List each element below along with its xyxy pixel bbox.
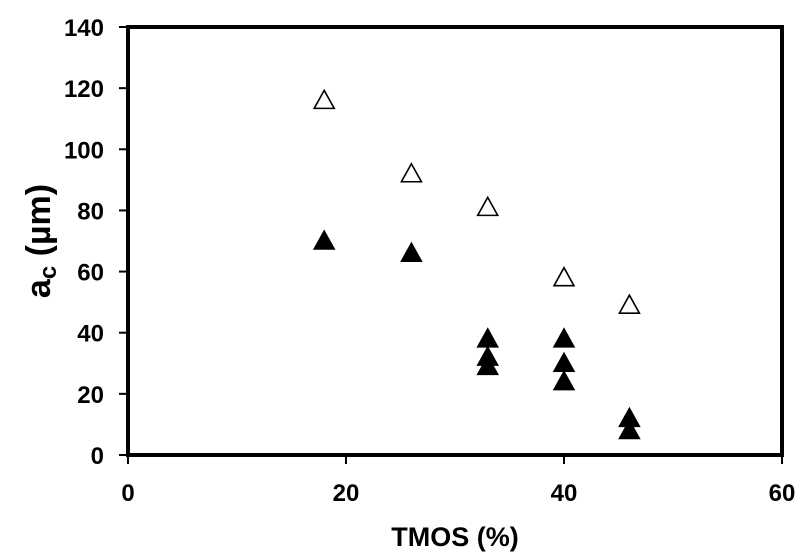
filled-triangle-point <box>618 418 641 440</box>
y-tick-labels: 0 20 40 60 80 100 120 140 <box>64 15 104 470</box>
y-axis-title-subscript: c <box>35 266 62 279</box>
y-tick-label: 60 <box>77 260 104 287</box>
y-tick-marks <box>119 26 128 456</box>
x-tick-label: 40 <box>551 480 578 507</box>
y-tick-label: 120 <box>64 76 104 103</box>
x-tick-label: 60 <box>769 480 796 507</box>
y-axis-title: ac (µm) <box>20 184 62 298</box>
plot-frame <box>126 25 784 457</box>
filled-triangle-point <box>476 354 499 376</box>
y-tick-label: 80 <box>77 198 104 225</box>
filled-triangle-point <box>400 241 423 262</box>
open-triangle-point <box>400 162 423 183</box>
open-triangle-point <box>476 195 500 217</box>
x-tick-labels: 0 20 40 60 <box>121 480 795 507</box>
open-triangle-point <box>618 293 641 315</box>
filled-triangle-point <box>312 229 336 250</box>
y-tick-label: 40 <box>77 321 104 348</box>
open-triangle-point <box>312 88 336 110</box>
filled-triangle-point <box>552 327 576 348</box>
x-axis-title: TMOS (%) <box>391 522 519 552</box>
x-tick-label: 0 <box>121 480 134 507</box>
y-axis-title-main: a <box>20 278 58 298</box>
open-triangle-point <box>552 266 576 287</box>
y-axis-title-unit: (µm) <box>20 184 58 266</box>
y-tick-label: 100 <box>64 137 104 164</box>
y-tick-label: 140 <box>64 15 104 42</box>
y-tick-label: 20 <box>77 382 104 409</box>
data-points <box>312 88 641 440</box>
x-tick-label: 20 <box>333 480 360 507</box>
x-tick-marks <box>127 455 783 464</box>
y-tick-label: 0 <box>91 443 104 470</box>
filled-triangle-point <box>552 370 576 391</box>
